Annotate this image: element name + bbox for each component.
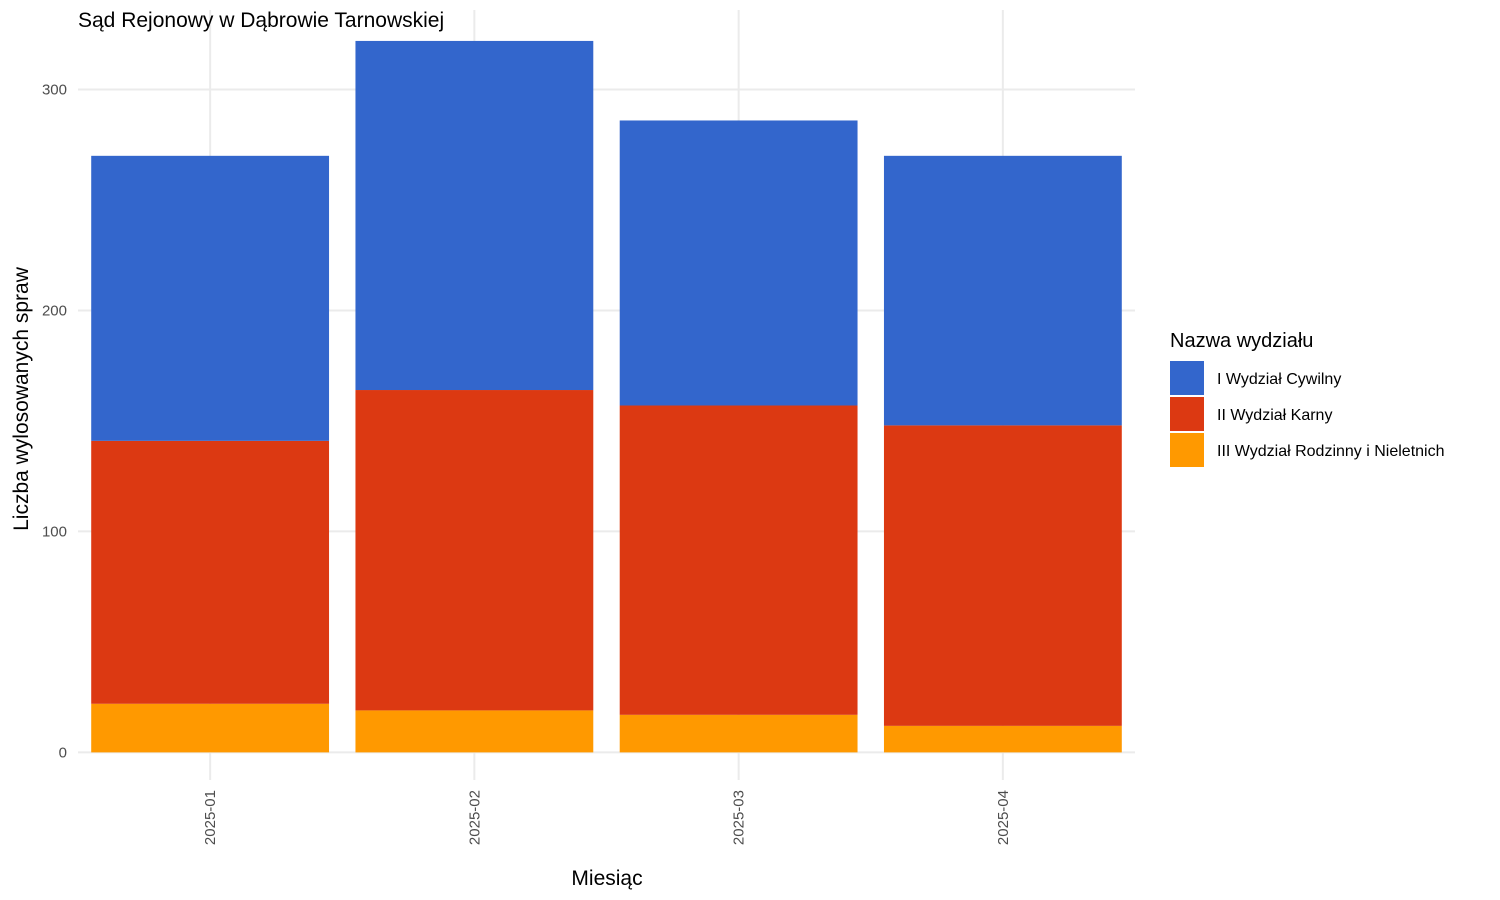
x-axis-title: Miesiąc xyxy=(571,867,642,890)
bar-segment xyxy=(619,714,858,753)
x-tick-label: 2025-03 xyxy=(731,790,748,845)
bar-segment xyxy=(355,390,594,711)
bar-segment xyxy=(355,40,594,391)
legend: Nazwa wydziału I Wydział Cywilny II Wydzi… xyxy=(1170,330,1445,467)
bars xyxy=(91,40,1122,753)
bar-segment xyxy=(619,120,858,406)
bar-segment xyxy=(355,710,594,753)
bar-segment xyxy=(91,155,330,441)
bar-segment xyxy=(883,425,1122,726)
bar-segment xyxy=(619,405,858,715)
legend-title: Nazwa wydziału xyxy=(1170,330,1313,352)
legend-swatch xyxy=(1170,361,1204,395)
legend-items: I Wydział Cywilny II Wydział Karny III Wyd… xyxy=(1170,361,1445,467)
bar-segment xyxy=(883,155,1122,426)
bar-segment xyxy=(91,703,330,753)
legend-label: II Wydział Karny xyxy=(1217,407,1332,424)
x-tick-label: 2025-01 xyxy=(202,790,219,845)
legend-swatch xyxy=(1170,397,1204,431)
x-tick-labels: 2025-01 2025-02 2025-03 2025-04 xyxy=(202,790,1012,845)
legend-label: I Wydział Cywilny xyxy=(1217,371,1341,388)
chart-title: Sąd Rejonowy w Dąbrowie Tarnowskiej xyxy=(78,9,444,32)
y-axis-title: Liczba wylosowanych spraw xyxy=(10,266,33,531)
y-tick-label: 200 xyxy=(42,302,67,319)
x-tick-label: 2025-04 xyxy=(995,790,1012,845)
y-tick-label: 300 xyxy=(42,82,67,99)
y-tick-label: 100 xyxy=(42,523,67,540)
legend-label: III Wydział Rodzinny i Nieletnich xyxy=(1217,443,1445,460)
y-tick-label: 0 xyxy=(59,744,67,761)
legend-swatch xyxy=(1170,433,1204,467)
bar-segment xyxy=(91,440,330,704)
y-tick-labels: 0 100 200 300 xyxy=(42,82,67,762)
x-tick-label: 2025-02 xyxy=(466,790,483,845)
bar-segment xyxy=(883,725,1122,753)
